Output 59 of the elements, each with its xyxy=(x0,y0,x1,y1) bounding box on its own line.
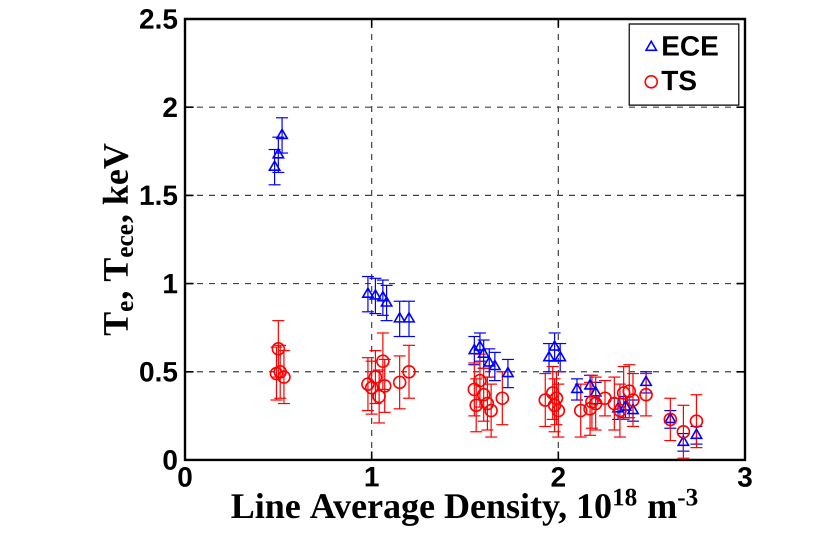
point xyxy=(362,287,374,298)
point xyxy=(502,366,514,378)
point xyxy=(554,350,566,362)
point xyxy=(468,344,480,354)
point xyxy=(639,388,653,402)
x-tick-label: 1 xyxy=(366,467,379,486)
y-tick-label: 1.5 xyxy=(140,186,178,206)
point xyxy=(488,360,501,370)
point xyxy=(368,370,382,384)
y-tick-label: 2.5 xyxy=(140,9,178,29)
y-tick-label: 2 xyxy=(163,97,177,117)
point xyxy=(392,376,406,390)
point xyxy=(570,382,583,394)
y-tick-label: 1 xyxy=(164,274,178,294)
point xyxy=(612,402,624,413)
point xyxy=(473,374,487,388)
point xyxy=(552,404,566,418)
point xyxy=(402,364,416,379)
x-tick-label: 2 xyxy=(552,467,566,487)
point xyxy=(380,296,393,307)
point xyxy=(272,148,284,159)
point xyxy=(546,386,560,400)
point xyxy=(276,128,288,140)
point xyxy=(550,391,564,406)
point xyxy=(277,370,291,384)
point xyxy=(496,391,510,406)
legend-label: ECE xyxy=(663,36,718,56)
point xyxy=(480,396,494,410)
point xyxy=(664,412,678,426)
point xyxy=(627,404,639,414)
x-axis-title: Line Average Density, 10$^{18}$ m$^{-3}$ xyxy=(231,488,698,526)
point xyxy=(574,404,588,418)
y-tick-label: 0 xyxy=(163,450,177,470)
point xyxy=(376,290,389,302)
point xyxy=(361,377,375,391)
y-tick-label: 0.5 xyxy=(140,362,178,382)
point xyxy=(622,384,636,398)
point xyxy=(548,398,562,412)
point xyxy=(394,312,406,323)
point xyxy=(474,340,486,351)
point xyxy=(403,312,415,323)
point xyxy=(583,402,597,416)
point xyxy=(372,390,386,404)
point xyxy=(484,404,498,418)
point xyxy=(676,424,690,439)
point xyxy=(369,289,382,300)
x-tick-label: 3 xyxy=(738,467,752,487)
point xyxy=(598,391,612,406)
y-axis-title: T$_{e}$, T$_{ece}$, keV xyxy=(102,144,134,336)
point xyxy=(476,388,490,402)
point xyxy=(588,396,602,410)
point xyxy=(543,350,555,362)
point xyxy=(468,382,482,396)
point xyxy=(690,414,704,428)
legend-label: TS xyxy=(662,70,696,90)
point xyxy=(268,160,281,171)
x-tick-label: 0 xyxy=(178,467,192,487)
point xyxy=(538,393,552,407)
point xyxy=(640,376,652,386)
